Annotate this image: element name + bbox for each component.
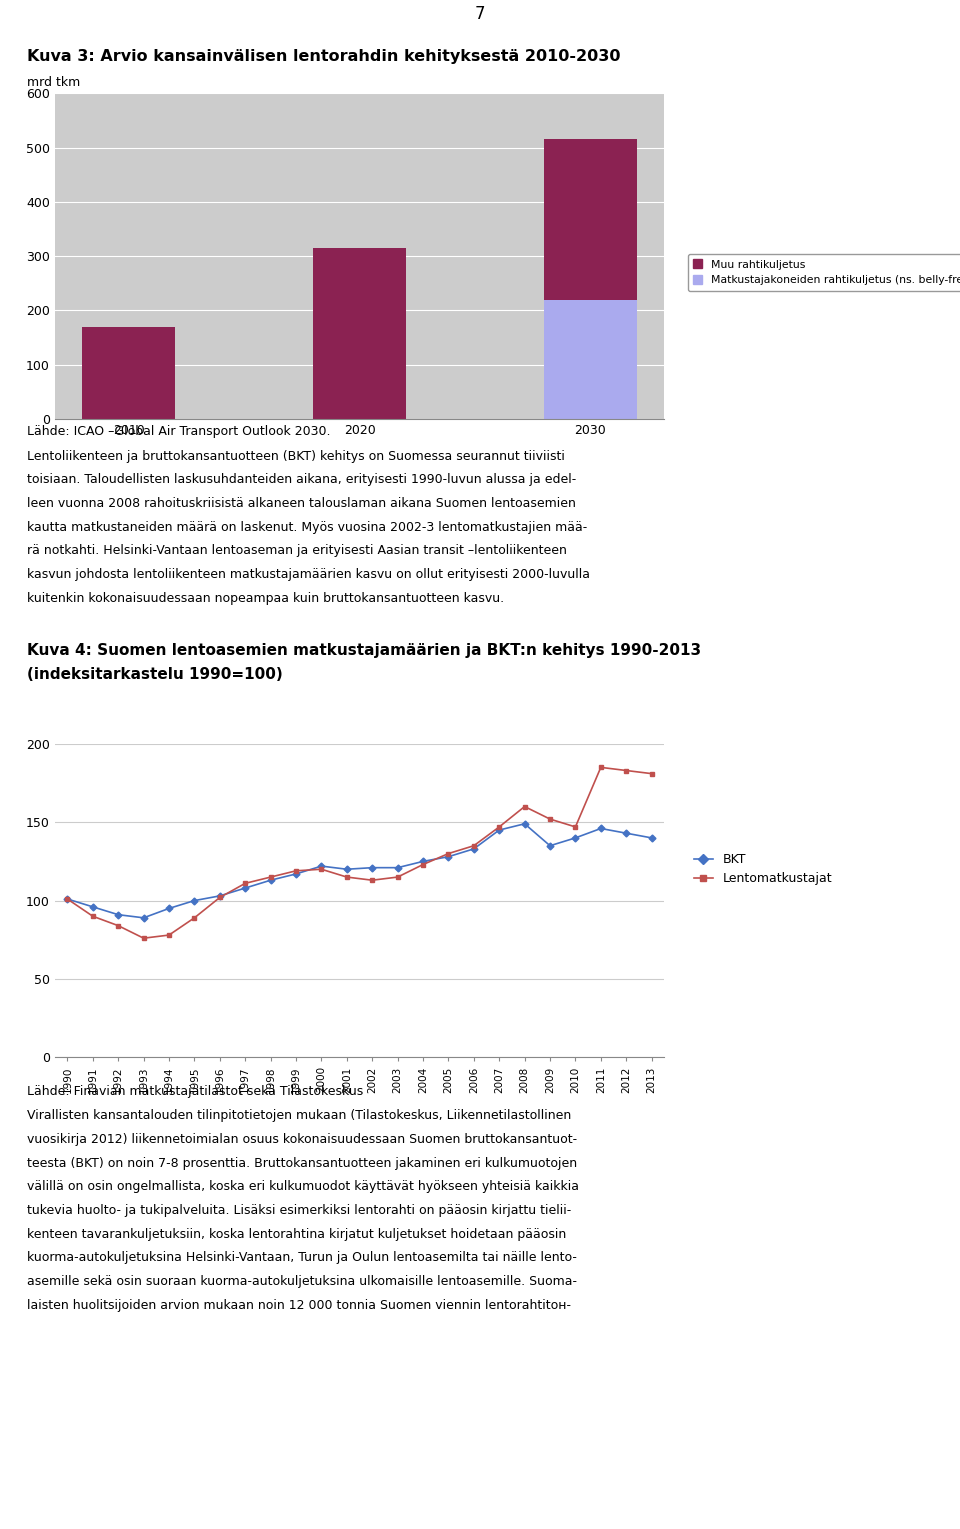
Text: Kuva 3: Arvio kansainvälisen lentorahdin kehityksestä 2010-2030: Kuva 3: Arvio kansainvälisen lentorahdin… bbox=[27, 49, 620, 64]
Legend: BKT, Lentomatkustajat: BKT, Lentomatkustajat bbox=[689, 849, 837, 890]
Lentomatkustajat bbox=[214, 888, 226, 907]
BKT bbox=[569, 829, 581, 847]
Text: asemille sekä osin suoraan kuorma-autokuljetuksina ulkomaisille lentoasemille. S: asemille sekä osin suoraan kuorma-autoku… bbox=[27, 1275, 577, 1289]
BKT bbox=[138, 908, 150, 927]
Lentomatkustajat bbox=[646, 764, 658, 783]
Line: BKT: BKT bbox=[65, 821, 654, 920]
Text: Lentoliikenteen ja bruttokansantuotteen (BKT) kehitys on Suomessa seurannut tiiv: Lentoliikenteen ja bruttokansantuotteen … bbox=[27, 450, 564, 463]
BKT bbox=[392, 858, 403, 876]
BKT bbox=[112, 905, 124, 924]
Text: teesta (BKT) on noin 7-8 prosenttia. Bruttokansantuotteen jakaminen eri kulkumuo: teesta (BKT) on noin 7-8 prosenttia. Bru… bbox=[27, 1157, 577, 1170]
BKT bbox=[646, 829, 658, 847]
Lentomatkustajat bbox=[544, 810, 556, 829]
BKT bbox=[239, 879, 251, 898]
Lentomatkustajat bbox=[87, 907, 99, 925]
Text: kuitenkin kokonaisuudessaan nopeampaa kuin bruttokansantuotteen kasvu.: kuitenkin kokonaisuudessaan nopeampaa ku… bbox=[27, 592, 504, 605]
Text: laisten huolitsijoiden arvion mukaan noin 12 000 tonnia Suomen viennin lentoraht: laisten huolitsijoiden arvion mukaan noi… bbox=[27, 1300, 571, 1312]
BKT bbox=[620, 824, 632, 842]
Text: Lähde: ICAO –Global Air Transport Outlook 2030.: Lähde: ICAO –Global Air Transport Outloo… bbox=[27, 425, 330, 439]
BKT bbox=[518, 815, 530, 833]
Lentomatkustajat bbox=[316, 861, 327, 879]
Bar bbox=[83, 327, 175, 419]
BKT bbox=[265, 872, 276, 890]
Lentomatkustajat bbox=[493, 818, 505, 836]
BKT bbox=[367, 858, 378, 876]
Lentomatkustajat bbox=[443, 844, 454, 862]
Text: Kuva 4: Suomen lentoasemien matkustajamäärien ja BKT:n kehitys 1990-2013: Kuva 4: Suomen lentoasemien matkustajamä… bbox=[27, 644, 701, 657]
Lentomatkustajat bbox=[468, 836, 480, 855]
Line: Lentomatkustajat: Lentomatkustajat bbox=[65, 764, 654, 940]
Lentomatkustajat bbox=[569, 818, 581, 836]
Text: Virallisten kansantalouden tilinpitotietojen mukaan (Tilastokeskus, Liikennetila: Virallisten kansantalouden tilinpitotiet… bbox=[27, 1110, 571, 1122]
BKT bbox=[595, 820, 607, 838]
BKT bbox=[87, 898, 99, 916]
Bar bbox=[544, 139, 636, 300]
Text: mrd tkm: mrd tkm bbox=[27, 76, 80, 90]
Lentomatkustajat bbox=[367, 872, 378, 890]
Lentomatkustajat bbox=[189, 908, 201, 927]
BKT bbox=[493, 821, 505, 839]
Bar bbox=[313, 248, 406, 419]
Text: kuorma-autokuljetuksina Helsinki-Vantaan, Turun ja Oulun lentoasemilta tai näill: kuorma-autokuljetuksina Helsinki-Vantaan… bbox=[27, 1252, 577, 1264]
Lentomatkustajat bbox=[290, 862, 301, 881]
Text: kasvun johdosta lentoliikenteen matkustajamäärien kasvu on ollut erityisesti 200: kasvun johdosta lentoliikenteen matkusta… bbox=[27, 569, 589, 581]
Text: Lähde: Finavian matkustajatilastot sekä Tilastokeskus: Lähde: Finavian matkustajatilastot sekä … bbox=[27, 1086, 363, 1098]
Lentomatkustajat bbox=[392, 868, 403, 887]
Text: kautta matkustaneiden määrä on laskenut. Myös vuosina 2002-3 lentomatkustajien m: kautta matkustaneiden määrä on laskenut.… bbox=[27, 520, 588, 534]
BKT bbox=[214, 887, 226, 905]
Text: kenteen tavarankuljetuksiin, koska lentorahtina kirjatut kuljetukset hoidetaan p: kenteen tavarankuljetuksiin, koska lento… bbox=[27, 1228, 566, 1242]
Lentomatkustajat bbox=[61, 890, 73, 908]
Text: vuosikirja 2012) liikennetoimialan osuus kokonaisuudessaan Suomen bruttokansantu: vuosikirja 2012) liikennetoimialan osuus… bbox=[27, 1133, 577, 1147]
BKT bbox=[443, 847, 454, 865]
Text: (indeksitarkastelu 1990=100): (indeksitarkastelu 1990=100) bbox=[27, 667, 282, 682]
Lentomatkustajat bbox=[595, 758, 607, 777]
Lentomatkustajat bbox=[418, 855, 429, 873]
Legend: Muu rahtikuljetus, Matkustajakoneiden rahtikuljetus (ns. belly-freight): Muu rahtikuljetus, Matkustajakoneiden ra… bbox=[688, 254, 960, 291]
BKT bbox=[163, 899, 175, 917]
Lentomatkustajat bbox=[138, 930, 150, 948]
Text: toisiaan. Taloudellisten laskusuhdanteiden aikana, erityisesti 1990-luvun alussa: toisiaan. Taloudellisten laskusuhdanteid… bbox=[27, 474, 576, 486]
Lentomatkustajat bbox=[620, 761, 632, 780]
Lentomatkustajat bbox=[163, 927, 175, 945]
BKT bbox=[418, 852, 429, 870]
Lentomatkustajat bbox=[518, 798, 530, 816]
Text: leen vuonna 2008 rahoituskriisistä alkaneen talouslaman aikana Suomen lentoasemi: leen vuonna 2008 rahoituskriisistä alkan… bbox=[27, 497, 576, 511]
BKT bbox=[189, 891, 201, 910]
BKT bbox=[544, 836, 556, 855]
Lentomatkustajat bbox=[239, 875, 251, 893]
BKT bbox=[341, 861, 352, 879]
Text: 7: 7 bbox=[475, 5, 485, 23]
Lentomatkustajat bbox=[341, 868, 352, 887]
Text: välillä on osin ongelmallista, koska eri kulkumuodot käyttävät hyökseen yhteisiä: välillä on osin ongelmallista, koska eri… bbox=[27, 1180, 579, 1194]
Text: tukevia huolto- ja tukipalveluita. Lisäksi esimerkiksi lentorahti on pääosin kir: tukevia huolto- ja tukipalveluita. Lisäk… bbox=[27, 1205, 571, 1217]
Text: rä notkahti. Helsinki-Vantaan lentoaseman ja erityisesti Aasian transit –lentoli: rä notkahti. Helsinki-Vantaan lentoasema… bbox=[27, 544, 566, 558]
BKT bbox=[468, 839, 480, 858]
BKT bbox=[316, 856, 327, 875]
BKT bbox=[61, 890, 73, 908]
Lentomatkustajat bbox=[265, 868, 276, 887]
Lentomatkustajat bbox=[112, 916, 124, 934]
BKT bbox=[290, 865, 301, 884]
Bar bbox=[544, 300, 636, 419]
